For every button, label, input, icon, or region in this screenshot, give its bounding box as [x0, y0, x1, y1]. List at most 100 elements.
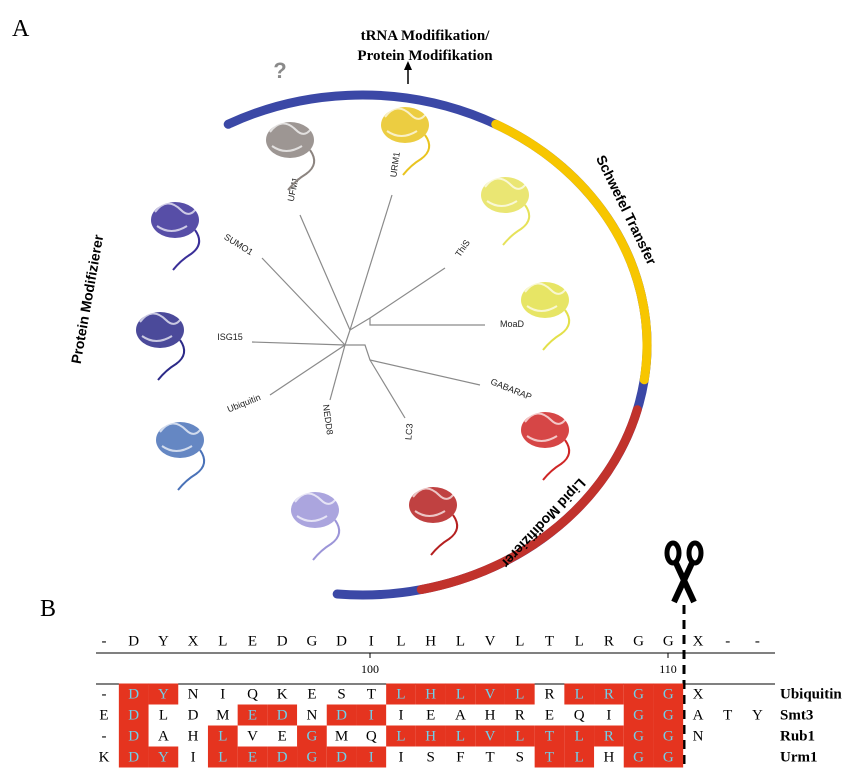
consensus-residue: G: [306, 633, 317, 649]
consensus-residue: L: [456, 633, 465, 649]
residue: S: [337, 686, 345, 702]
tree: [252, 195, 485, 418]
residue: I: [220, 686, 225, 702]
residue: G: [306, 749, 317, 765]
residue: I: [399, 707, 404, 723]
residue: L: [575, 686, 584, 702]
residue: L: [456, 728, 465, 744]
residue: -: [102, 728, 107, 744]
protein-structure: [481, 177, 529, 245]
panel-label: A: [12, 16, 30, 42]
protein-structure: [136, 312, 184, 380]
residue: X: [693, 686, 704, 702]
consensus-residue: -: [755, 633, 760, 649]
leaf-label: MoaD: [500, 319, 525, 329]
residue: M: [216, 707, 229, 723]
residue: I: [606, 707, 611, 723]
residue: D: [277, 749, 288, 765]
residue: I: [369, 707, 374, 723]
residue: T: [367, 686, 376, 702]
annotation: tRNA Modifikation/: [361, 28, 491, 44]
leaf-label: ThiS: [453, 238, 472, 259]
consensus-residue: D: [336, 633, 347, 649]
residue: Q: [574, 707, 585, 723]
residue: Y: [158, 686, 169, 702]
residue: H: [603, 749, 614, 765]
residue: D: [128, 707, 139, 723]
protein-structure: [521, 412, 569, 480]
residue: H: [425, 686, 436, 702]
figure: A tRNA Modifikation/ Protein Modifikatio…: [0, 0, 859, 770]
consensus-residue: L: [218, 633, 227, 649]
protein-structure: [409, 487, 457, 555]
residue: L: [575, 749, 584, 765]
residue: D: [188, 707, 199, 723]
residue: H: [485, 707, 496, 723]
residue: V: [485, 728, 496, 744]
residue: M: [335, 728, 348, 744]
scissors-icon: [667, 543, 701, 602]
consensus-residue: R: [604, 633, 614, 649]
residue: G: [306, 728, 317, 744]
protein-structure: [156, 422, 204, 490]
residue: G: [633, 749, 644, 765]
residue: D: [128, 728, 139, 744]
residue: G: [663, 749, 674, 765]
leaf-label: ISG15: [217, 332, 243, 342]
residue: K: [99, 749, 110, 765]
residue: I: [191, 749, 196, 765]
residue: N: [188, 686, 199, 702]
residue: D: [128, 686, 139, 702]
leaf-label: Ubiquitin: [226, 392, 262, 414]
residue: H: [188, 728, 199, 744]
residue: T: [723, 707, 732, 723]
residue: E: [99, 707, 108, 723]
residue: V: [247, 728, 258, 744]
residue: D: [128, 749, 139, 765]
residue: E: [248, 707, 257, 723]
residue: L: [515, 686, 524, 702]
sequence-name: Rub1: [780, 728, 815, 744]
residue: E: [426, 707, 435, 723]
unknown-mark: ?: [273, 58, 286, 83]
residue: G: [633, 728, 644, 744]
residue: K: [277, 686, 288, 702]
residue: G: [663, 728, 674, 744]
residue: V: [485, 686, 496, 702]
residue: N: [693, 728, 704, 744]
residue: I: [369, 749, 374, 765]
residue: H: [425, 728, 436, 744]
residue: L: [218, 728, 227, 744]
leaf-label: NEDD8: [321, 404, 335, 436]
residue: E: [545, 707, 554, 723]
group-arc: [496, 124, 647, 380]
leaf-label: SUMO1: [222, 232, 254, 257]
group-label: Protein Modifizierer: [68, 233, 107, 365]
residue: T: [545, 728, 554, 744]
consensus-residue: X: [188, 633, 199, 649]
consensus-residue: T: [545, 633, 554, 649]
residue: L: [456, 686, 465, 702]
leaf-label: GABARAP: [489, 376, 533, 402]
residue: S: [427, 749, 435, 765]
consensus-residue: D: [277, 633, 288, 649]
sequence-name: Urm1: [780, 749, 818, 765]
residue: T: [545, 749, 554, 765]
residue: -: [102, 686, 107, 702]
residue: R: [544, 686, 554, 702]
sequence-name: Smt3: [780, 707, 813, 723]
residue: E: [278, 728, 287, 744]
arrow: [404, 61, 412, 84]
consensus-residue: V: [485, 633, 496, 649]
protein-structure: [521, 282, 569, 350]
residue: L: [396, 728, 405, 744]
protein-structure: [381, 107, 429, 175]
residue: G: [663, 707, 674, 723]
residue: E: [307, 686, 316, 702]
consensus-residue: L: [515, 633, 524, 649]
protein-structure: [291, 492, 339, 560]
residue: S: [516, 749, 524, 765]
consensus-residue: -: [725, 633, 730, 649]
residue: L: [218, 749, 227, 765]
residue: A: [455, 707, 466, 723]
